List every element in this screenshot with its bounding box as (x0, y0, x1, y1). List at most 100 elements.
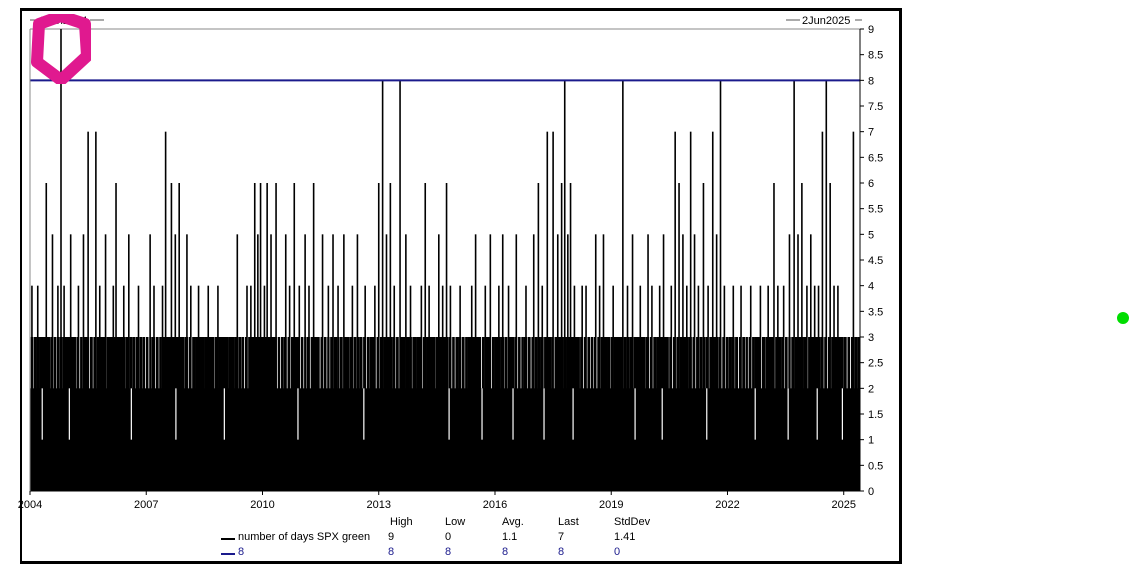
legend-swatch-spx (221, 538, 235, 540)
bar-level-3-cluster (422, 337, 426, 491)
bar-level-3-cluster (850, 337, 854, 491)
bar-level-3 (684, 337, 687, 491)
bar-level-3 (835, 337, 839, 491)
bar-spike (167, 337, 170, 491)
bar-level-3 (605, 337, 608, 491)
bar-level-3-cluster (673, 337, 676, 491)
bar-level-3 (803, 337, 806, 491)
bar-spike (414, 337, 417, 491)
y-tick-label: 2.5 (868, 358, 883, 370)
bar-level-3-cluster (310, 337, 314, 491)
bar-level-3-cluster (554, 337, 557, 491)
bar-level-3-cluster (50, 337, 53, 491)
bar-level-3-cluster (462, 337, 465, 491)
bar-level-3-cluster (709, 337, 712, 491)
bar-level-3 (401, 337, 405, 491)
bar-level-3 (180, 337, 184, 491)
bar-level-3-cluster (228, 337, 231, 491)
bar-spike (332, 234, 334, 492)
bar-level-3-cluster (248, 337, 251, 491)
bar-level-3-cluster (745, 337, 748, 491)
bar-level-3-cluster (600, 337, 603, 491)
bar-level-3-cluster (373, 337, 376, 491)
bar-dip-gap (661, 388, 663, 440)
bar-level-3-cluster (146, 337, 149, 491)
bar-level-3-cluster (580, 337, 584, 491)
bar-spike (257, 234, 259, 492)
x-tick-label: 2016 (483, 499, 507, 511)
bar-level-3-cluster (172, 337, 175, 491)
bar-level-3-cluster (824, 337, 827, 491)
bar-level-3 (642, 337, 645, 491)
stats-eight-low: 8 (445, 546, 452, 558)
y-tick-label: 6 (868, 178, 874, 190)
bar-spike (438, 234, 440, 492)
stats-spx-last: 7 (558, 531, 565, 543)
bar-spike (689, 131, 692, 491)
bar-level-3-cluster (254, 337, 258, 491)
bar-spike (95, 131, 97, 491)
bar-level-3-cluster (333, 337, 337, 491)
bar-level-3-cluster (834, 337, 837, 491)
bar-level-3-cluster (808, 337, 811, 491)
bar-dip-gap (706, 388, 708, 440)
bar-level-3-cluster (337, 337, 340, 491)
bar-level-3-cluster (258, 337, 261, 491)
bar-level-3-cluster (393, 337, 396, 491)
y-tick-label: 4.5 (868, 255, 883, 267)
bar-spike (399, 80, 401, 491)
bar-level-3-cluster (185, 337, 188, 491)
bar-spike (654, 337, 657, 491)
bar-spike (635, 337, 638, 491)
y-tick-label: 8 (868, 75, 874, 87)
bar-level-3-cluster (70, 337, 73, 491)
bar-level-3-cluster (429, 337, 432, 491)
bar-level-3-cluster (426, 337, 429, 491)
stats-header-last: Last (558, 516, 579, 528)
bar-level-3-cluster (330, 337, 333, 491)
bar-level-3 (576, 337, 579, 491)
bar-level-3-cluster (396, 337, 399, 491)
bar-level-3-cluster (482, 337, 485, 491)
bar-level-3-cluster (475, 337, 478, 491)
bar-level-3-cluster (211, 337, 215, 491)
bar-level-3-cluster (261, 337, 264, 491)
bar-level-3-cluster (83, 337, 86, 491)
bar-level-3 (473, 337, 476, 491)
stats-eight-high: 8 (388, 546, 395, 558)
bar-level-3-cluster (696, 337, 699, 491)
stats-eight-stddev: 0 (614, 546, 621, 558)
stats-spx-avg: 1.1 (502, 531, 518, 543)
bar-level-3-cluster (854, 337, 857, 491)
bar-level-3-cluster (692, 337, 696, 491)
bar-level-3-cluster (409, 337, 412, 491)
bar-dip-gap (841, 388, 843, 440)
bar-level-3-cluster (317, 337, 320, 491)
bar-spike (193, 337, 196, 491)
bar-level-3-cluster (649, 337, 653, 491)
bar-level-3-cluster (416, 337, 419, 491)
bar-spike (569, 183, 572, 491)
bar-spike (87, 131, 89, 491)
bar-level-3-cluster (686, 337, 689, 491)
bar-level-3-cluster (518, 337, 521, 491)
bar-level-3-cluster (682, 337, 686, 491)
bar-level-3-cluster (152, 337, 156, 491)
bar-level-3-cluster (574, 337, 577, 491)
bar-level-3-cluster (439, 337, 442, 491)
bar-level-3-cluster (521, 337, 524, 491)
bar-level-3-cluster (406, 337, 409, 491)
y-tick-label: 3 (868, 332, 874, 344)
range-labels: 1Jan2004 2Jun2025 (30, 15, 862, 27)
bar-level-3-cluster (719, 337, 722, 491)
bar-level-3-cluster (323, 337, 327, 491)
bar-spike (470, 285, 473, 491)
y-tick-label: 7 (868, 127, 874, 139)
bar-level-3-cluster (225, 337, 228, 491)
bar-level-3-cluster (798, 337, 801, 491)
bar-level-3-cluster (597, 337, 600, 491)
bar-level-3-cluster (785, 337, 788, 491)
bar-level-3 (467, 337, 470, 491)
bar-level-3-cluster (577, 337, 580, 491)
bar-level-3 (559, 337, 562, 491)
